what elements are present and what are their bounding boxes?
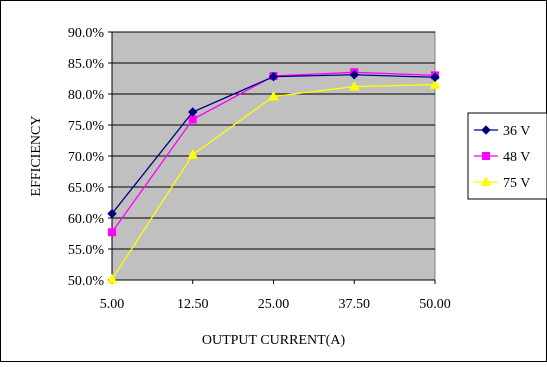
x-tick-label: 5.00 (100, 297, 125, 312)
x-tick-label: 37.50 (339, 297, 371, 312)
data-point (348, 81, 360, 91)
legend-marker (482, 152, 490, 160)
data-point (108, 228, 116, 237)
y-tick-label: 75.0% (68, 119, 105, 134)
y-tick-labels: 50.0% 55.0% 60.0% 65.0% 70.0% 75.0% 80.0% 85.0%… (68, 26, 105, 289)
legend-label: 48 V (503, 150, 530, 165)
data-point (188, 107, 198, 117)
y-tick-label: 65.0% (68, 181, 105, 196)
legend-item: 75 V (474, 176, 530, 191)
y-axis-label: EFFICIENCY (29, 116, 44, 197)
y-tick-label: 85.0% (68, 57, 105, 72)
x-axis-label: OUTPUT CURRENT(A) (202, 333, 346, 348)
y-tick-label: 60.0% (68, 212, 105, 227)
series-layer (106, 68, 441, 284)
data-point (106, 273, 118, 284)
y-tick-label: 80.0% (68, 88, 105, 103)
y-tick-label: 50.0% (68, 274, 105, 289)
y-tick-label: 55.0% (68, 243, 105, 258)
legend: 36 V 48 V 75 V (467, 112, 547, 200)
legend-label: 75 V (503, 176, 530, 191)
series-36v (107, 70, 440, 219)
x-tick-labels: 5.00 12.50 25.00 37.50 50.00 (100, 297, 451, 312)
data-point (107, 208, 117, 219)
data-point (430, 72, 440, 82)
data-point (268, 90, 279, 101)
legend-item: 36 V (474, 124, 530, 139)
series-75v (106, 79, 441, 284)
data-point (188, 115, 197, 124)
legend-label: 36 V (503, 124, 530, 139)
legend-marker (480, 176, 492, 186)
data-point (429, 79, 441, 89)
x-tick-label: 12.50 (177, 297, 209, 312)
legend-marker (481, 125, 491, 135)
data-point (268, 71, 279, 82)
grid-lines (108, 31, 436, 284)
y-tick-label: 70.0% (68, 150, 105, 165)
y-tick-label: 90.0% (68, 26, 105, 41)
data-point (187, 149, 199, 159)
data-point (349, 70, 359, 80)
x-tick-label: 50.00 (419, 297, 451, 312)
x-tick-label: 25.00 (258, 297, 290, 312)
legend-item: 48 V (474, 150, 530, 165)
